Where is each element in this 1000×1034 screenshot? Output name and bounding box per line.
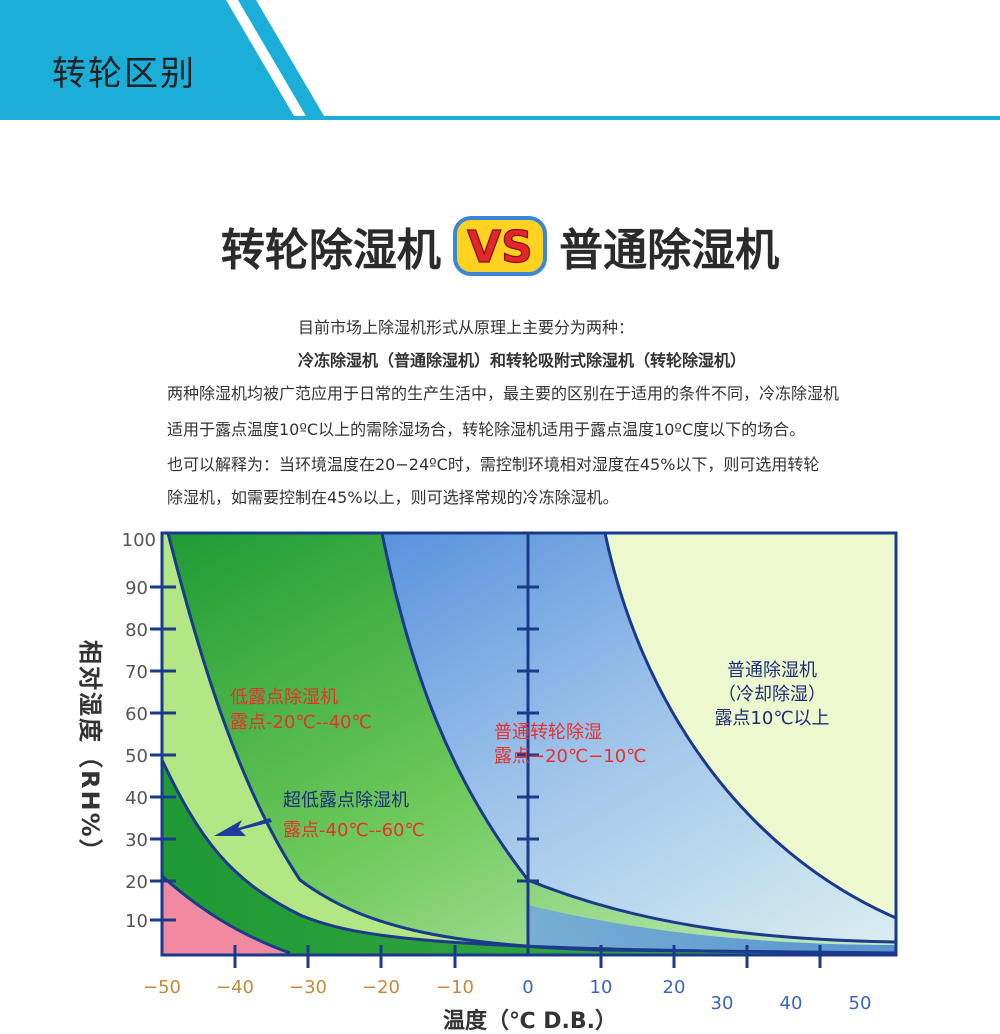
region-low-dew: [162, 533, 896, 955]
dehumidifier-chart: 100 90 80 70 60 50 40 30 20 10 −50 −40 −…: [76, 530, 898, 1034]
y-tick-50: 50: [125, 746, 148, 767]
ultra-dew: 露点-40℃--60℃: [283, 820, 425, 841]
y-axis-label: 相对湿度（RH%）: [76, 640, 104, 865]
y-tick-30: 30: [125, 830, 148, 851]
x-axis-ticks: [233, 945, 822, 968]
y-tick-60: 60: [125, 704, 148, 725]
banner-bar: [0, 0, 294, 116]
low-name: 低露点除湿机: [230, 687, 338, 708]
ordinary-dew: 露点10℃以上: [714, 708, 829, 729]
curve-pink: [160, 874, 291, 955]
x-tick-50: 50: [849, 993, 872, 1014]
x-tick-0: 0: [522, 977, 533, 998]
y-tick-70: 70: [125, 662, 148, 683]
x-tick-20: 20: [663, 977, 686, 998]
page-title: 转轮区别: [52, 54, 196, 94]
x-tick-minus30: −30: [289, 977, 327, 998]
arrow-icon: [214, 818, 272, 836]
ultra-name: 超低露点除湿机: [283, 790, 409, 811]
x-tick-10: 10: [590, 977, 613, 998]
banner-underline: [0, 116, 1000, 120]
x-tick-40: 40: [780, 993, 803, 1014]
curve-low: [166, 532, 897, 955]
header-banner: [0, 0, 1000, 120]
x-tick-labels: −50 −40 −30 −20 −10 0 10 20 30 40 50: [143, 977, 871, 1014]
hero-left: 转轮除湿机: [220, 225, 441, 276]
intro-line-6: 除湿机，如需要控制在45%以上，则可选择常规的冷冻除湿机。: [167, 488, 619, 507]
hero-right: 普通除湿机: [559, 225, 780, 276]
vs-badge: VS: [453, 216, 547, 276]
y-tick-90: 90: [125, 578, 148, 599]
y-tick-10: 10: [125, 911, 148, 932]
region-bottom-blue: [528, 905, 896, 955]
rotary-name: 普通转轮除湿: [494, 722, 602, 743]
curve-ordinary: [603, 532, 897, 920]
rotary-dew: 露点−20℃−10℃: [494, 746, 646, 767]
banner-stripe: [238, 0, 324, 116]
hero-title: 转轮除湿机 VS 普通除湿机: [0, 214, 1000, 284]
y-tick-20: 20: [125, 872, 148, 893]
low-dew: 露点-20℃--40℃: [230, 712, 372, 733]
y-tick-40: 40: [125, 788, 148, 809]
intro-line-3: 两种除湿机均被广范应用于日常的生产生活中，最主要的区别在于适用的条件不同，冷冻除…: [167, 384, 840, 403]
x-tick-minus20: −20: [362, 977, 400, 998]
intro-line-2: 冷冻除湿机（普通除湿机）和转轮吸附式除湿机（转轮除湿机）: [298, 351, 747, 370]
curve-ultra: [160, 759, 897, 955]
y-tick-labels: 100 90 80 70 60 50 40 30 20 10: [122, 530, 156, 932]
x-tick-30: 30: [711, 993, 734, 1014]
intro-line-5: 也可以解释为：当环境温度在20−24ºC时，需控制环境相对湿度在45%以下，则可…: [167, 455, 820, 474]
vs-text: VS: [467, 222, 533, 273]
intro-line-4: 适用于露点温度10ºC以上的需除湿场合，转轮除湿机适用于露点温度10ºC度以下的…: [167, 420, 806, 439]
intro-line-1: 目前市场上除湿机形式从原理上主要分为两种：: [298, 318, 635, 337]
x-tick-minus50: −50: [143, 977, 181, 998]
region-pink: [162, 876, 290, 955]
ordinary-sub: （冷却除湿）: [718, 684, 826, 705]
y-axis-ticks: [150, 585, 176, 922]
y-tick-80: 80: [125, 620, 148, 641]
x-tick-minus40: −40: [216, 977, 254, 998]
zero-line-ticks: [517, 585, 539, 883]
x-axis-label: 温度（℃ D.B.）: [443, 1008, 617, 1034]
x-tick-minus10: −10: [436, 977, 474, 998]
ordinary-name: 普通除湿机: [727, 660, 817, 681]
y-tick-100: 100: [122, 530, 156, 551]
